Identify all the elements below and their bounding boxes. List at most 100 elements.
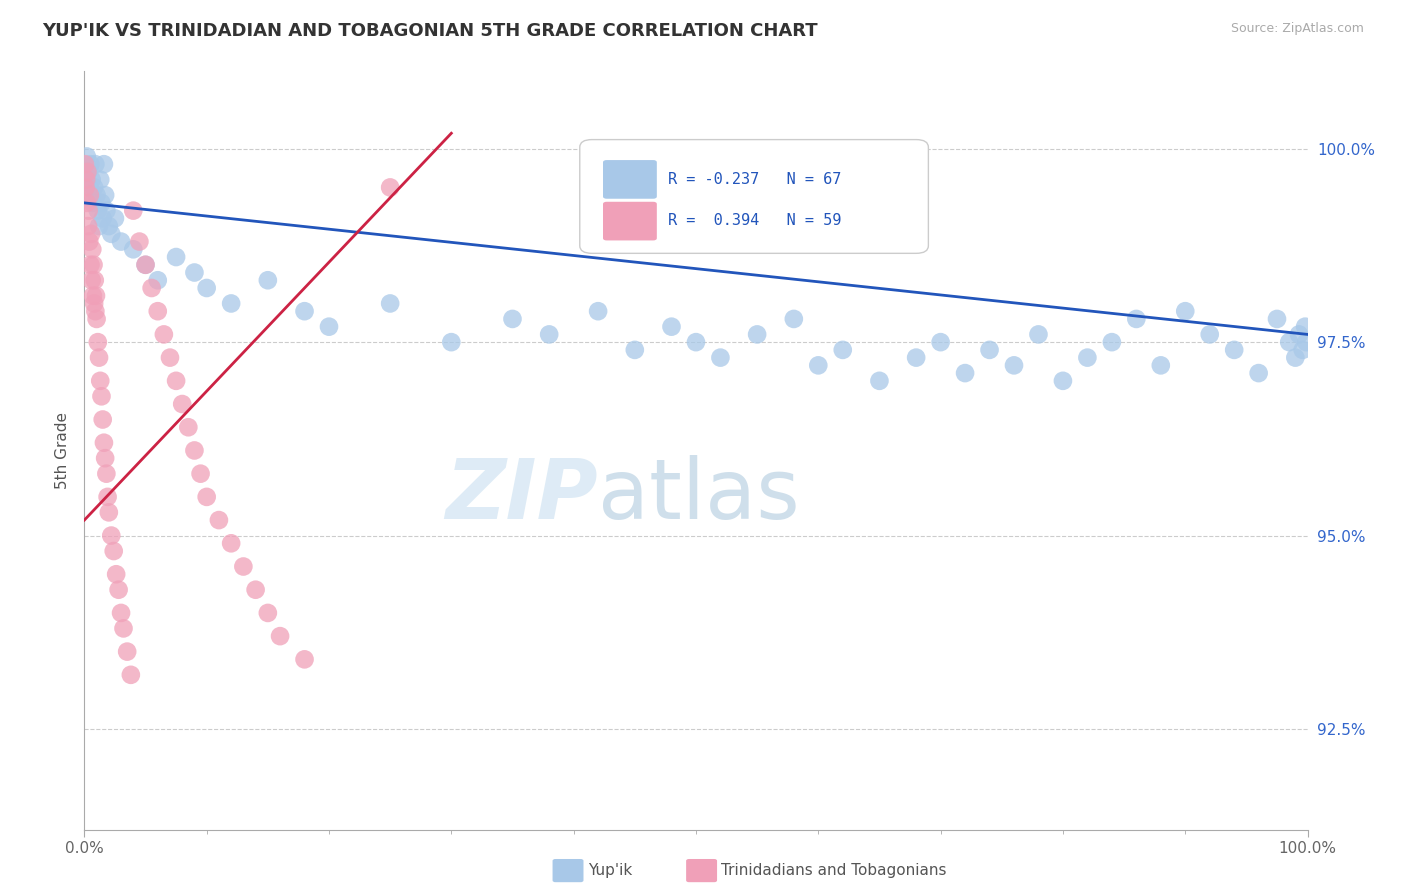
Point xyxy=(104,211,127,226)
Point xyxy=(165,374,187,388)
Point xyxy=(141,281,163,295)
Point xyxy=(96,203,118,218)
Point xyxy=(128,235,150,249)
Point xyxy=(190,467,212,481)
Point xyxy=(380,296,402,310)
Point xyxy=(709,351,731,365)
Point xyxy=(77,180,100,194)
Point xyxy=(94,188,117,202)
Point xyxy=(89,172,111,186)
Point xyxy=(869,374,891,388)
Point xyxy=(79,157,101,171)
Point xyxy=(86,312,108,326)
Point xyxy=(90,195,112,210)
Point xyxy=(112,621,135,635)
Point xyxy=(122,203,145,218)
Point xyxy=(929,335,952,350)
Point xyxy=(76,165,98,179)
Point xyxy=(96,467,118,481)
Point xyxy=(87,351,110,365)
Point xyxy=(1174,304,1197,318)
Point xyxy=(83,258,105,272)
Point xyxy=(1223,343,1246,357)
Point xyxy=(1284,351,1306,365)
Point xyxy=(79,258,101,272)
Point xyxy=(97,219,120,233)
Point xyxy=(219,296,242,310)
Point xyxy=(1292,343,1315,357)
Point xyxy=(86,188,108,202)
Point xyxy=(586,304,609,318)
Point xyxy=(257,273,280,287)
Text: Source: ZipAtlas.com: Source: ZipAtlas.com xyxy=(1230,22,1364,36)
Point xyxy=(122,242,145,256)
Point xyxy=(80,273,103,287)
Text: YUP'IK VS TRINIDADIAN AND TOBAGONIAN 5TH GRADE CORRELATION CHART: YUP'IK VS TRINIDADIAN AND TOBAGONIAN 5TH… xyxy=(42,22,818,40)
Point xyxy=(90,389,112,403)
Point xyxy=(73,157,96,171)
Point xyxy=(77,203,100,218)
Point xyxy=(76,149,98,163)
Point xyxy=(83,273,105,287)
Text: atlas: atlas xyxy=(598,456,800,536)
Point xyxy=(624,343,647,357)
Point xyxy=(1150,359,1173,373)
Point xyxy=(831,343,853,357)
Point xyxy=(110,235,132,249)
Point xyxy=(107,582,129,597)
Point xyxy=(440,335,463,350)
Point xyxy=(159,351,181,365)
Point xyxy=(502,312,524,326)
Text: R =  0.394   N = 59: R = 0.394 N = 59 xyxy=(668,213,841,228)
FancyBboxPatch shape xyxy=(603,160,657,199)
Point xyxy=(80,227,103,241)
Point xyxy=(91,211,114,226)
Point xyxy=(1101,335,1123,350)
Point xyxy=(87,203,110,218)
Point xyxy=(165,250,187,264)
Point xyxy=(172,397,194,411)
Point xyxy=(318,319,340,334)
Point xyxy=(84,157,107,171)
Point xyxy=(93,157,115,171)
Point xyxy=(120,668,142,682)
Point xyxy=(79,188,101,202)
Point xyxy=(83,296,105,310)
Point xyxy=(82,242,104,256)
Point xyxy=(1076,351,1098,365)
Point xyxy=(257,606,280,620)
Point xyxy=(807,359,830,373)
Point xyxy=(953,366,976,380)
Point xyxy=(1002,359,1025,373)
Text: Trinidadians and Tobagonians: Trinidadians and Tobagonians xyxy=(721,863,946,878)
FancyBboxPatch shape xyxy=(603,202,657,241)
Point xyxy=(105,567,128,582)
Y-axis label: 5th Grade: 5th Grade xyxy=(55,412,70,489)
Point xyxy=(75,180,97,194)
Point xyxy=(97,505,120,519)
Point xyxy=(1294,319,1316,334)
Point xyxy=(979,343,1001,357)
Point xyxy=(538,327,561,342)
Point xyxy=(146,273,169,287)
Point xyxy=(91,412,114,426)
Point xyxy=(84,304,107,318)
Point xyxy=(77,219,100,233)
Point xyxy=(219,536,242,550)
Point xyxy=(177,420,200,434)
Point xyxy=(1265,312,1288,326)
Point xyxy=(747,327,769,342)
Point xyxy=(783,312,806,326)
Point xyxy=(153,327,176,342)
Point xyxy=(80,172,103,186)
Point xyxy=(294,304,316,318)
Point xyxy=(93,435,115,450)
Point xyxy=(115,645,138,659)
Point xyxy=(82,195,104,210)
Point xyxy=(75,172,97,186)
Point xyxy=(87,219,110,233)
FancyBboxPatch shape xyxy=(579,139,928,253)
Point xyxy=(1028,327,1050,342)
Point xyxy=(77,165,100,179)
Point xyxy=(76,195,98,210)
